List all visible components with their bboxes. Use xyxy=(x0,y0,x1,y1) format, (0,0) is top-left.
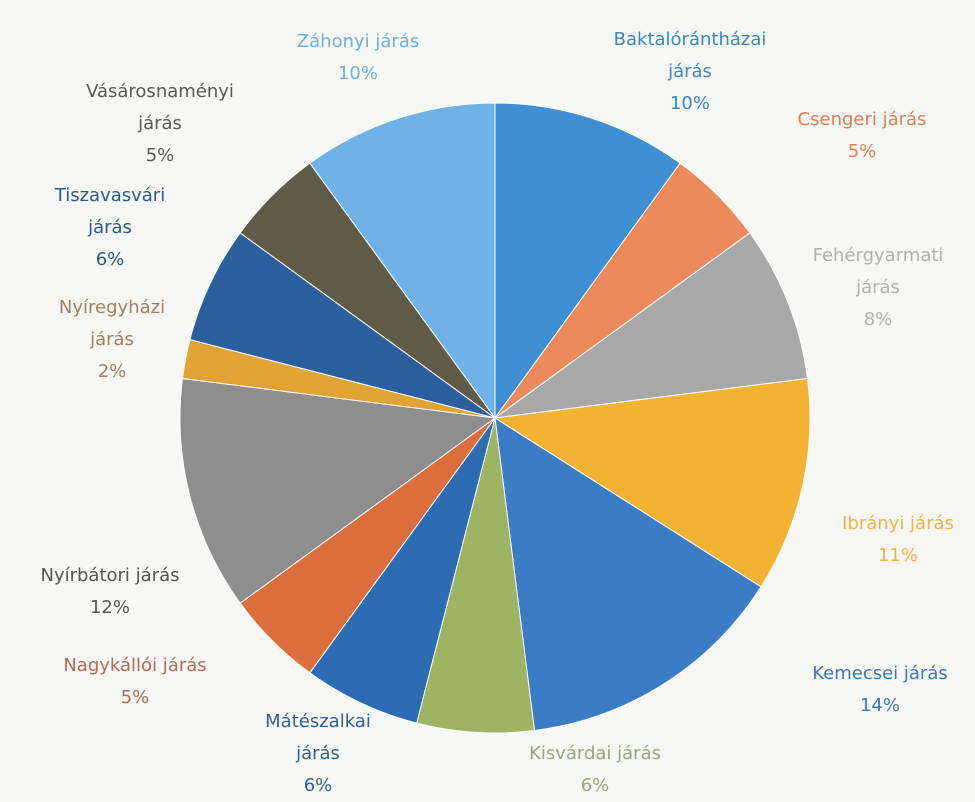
slice-label: Vásárosnaményi járás 5% xyxy=(65,76,255,172)
slice-label: Fehérgyarmati járás 8% xyxy=(808,240,948,336)
slice-percent: 6% xyxy=(95,249,125,270)
slice-percent: 12% xyxy=(89,597,130,618)
slice-label: Záhonyi járás 10% xyxy=(248,26,468,90)
slice-name: Vásárosnaményi járás xyxy=(86,81,234,134)
slice-label: Kemecsei járás 14% xyxy=(770,658,975,722)
slice-label: Baktalórántházai járás 10% xyxy=(590,24,790,120)
pie-slice xyxy=(179,377,497,604)
slice-percent: 5% xyxy=(145,145,175,166)
slice-name: Nyíregyházi járás xyxy=(58,297,166,350)
slice-label: Nyírbátori járás 12% xyxy=(0,560,220,624)
slice-name: Mátészalkai járás xyxy=(265,711,371,764)
slice-percent: 14% xyxy=(859,695,900,716)
slice-label: Kisvárdai járás 6% xyxy=(485,738,705,802)
pie-slice xyxy=(494,417,762,732)
pie-slice xyxy=(309,102,496,420)
slice-percent: 10% xyxy=(669,93,710,114)
slice-label: Mátészalkai járás 6% xyxy=(258,706,378,802)
pie-slice xyxy=(309,417,496,724)
pie-slice xyxy=(493,377,811,588)
slice-label: Ibrányi járás 11% xyxy=(788,508,975,572)
slice-name: Záhonyi járás xyxy=(296,31,420,52)
pie-slice xyxy=(189,232,496,419)
slice-percent: 11% xyxy=(877,545,918,566)
slice-label: Tiszavasvári járás 6% xyxy=(50,180,170,276)
slice-name: Nyírbátori járás xyxy=(40,565,180,586)
slice-percent: 10% xyxy=(337,63,378,84)
slice-name: Ibrányi járás xyxy=(842,513,954,534)
slice-name: Nagykállói járás xyxy=(63,655,207,676)
slice-label: Nagykállói járás 5% xyxy=(25,650,245,714)
pie-slice xyxy=(494,232,809,419)
slice-label: Csengeri járás 5% xyxy=(752,104,972,168)
slice-percent: 2% xyxy=(97,361,127,382)
slice-percent: 5% xyxy=(120,687,150,708)
slice-label: Nyíregyházi járás 2% xyxy=(47,292,177,388)
slice-name: Csengeri járás xyxy=(797,109,927,130)
slice-name: Baktalórántházai járás xyxy=(613,29,767,82)
slice-name: Fehérgyarmati járás xyxy=(812,245,944,298)
slice-percent: 6% xyxy=(303,775,333,796)
slice-name: Kisvárdai járás xyxy=(529,743,661,764)
slice-name: Kemecsei járás xyxy=(812,663,948,684)
slice-name: Tiszavasvári járás xyxy=(54,185,166,238)
slice-percent: 5% xyxy=(847,141,877,162)
slice-percent: 8% xyxy=(863,309,893,330)
pie-slice xyxy=(416,417,536,734)
pie-slice xyxy=(494,102,681,420)
slice-percent: 6% xyxy=(580,775,610,796)
